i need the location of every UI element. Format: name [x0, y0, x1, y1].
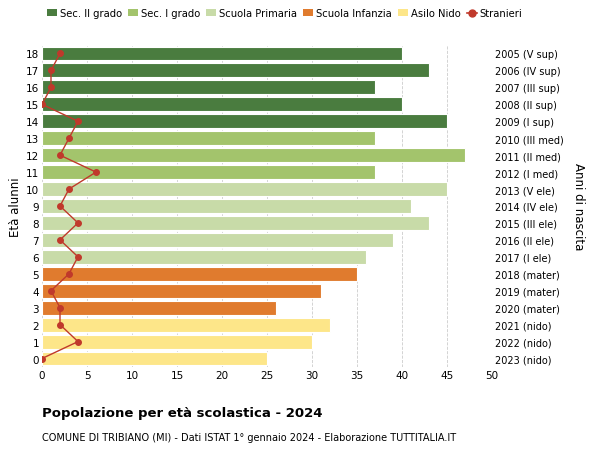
Text: Popolazione per età scolastica - 2024: Popolazione per età scolastica - 2024: [42, 406, 323, 419]
Bar: [42, 284, 321, 298]
Bar: [42, 47, 402, 62]
Bar: [42, 200, 411, 213]
Text: COMUNE DI TRIBIANO (MI) - Dati ISTAT 1° gennaio 2024 - Elaborazione TUTTITALIA.I: COMUNE DI TRIBIANO (MI) - Dati ISTAT 1° …: [42, 432, 456, 442]
Bar: [42, 166, 375, 179]
Bar: [42, 81, 375, 95]
Bar: [42, 98, 402, 112]
Bar: [42, 267, 357, 281]
Bar: [42, 183, 447, 196]
Bar: [42, 250, 366, 264]
Bar: [42, 352, 267, 366]
Bar: [42, 149, 465, 163]
Bar: [42, 335, 312, 349]
Legend: Sec. II grado, Sec. I grado, Scuola Primaria, Scuola Infanzia, Asilo Nido, Stran: Sec. II grado, Sec. I grado, Scuola Prim…: [47, 9, 523, 19]
Bar: [42, 64, 429, 78]
Bar: [42, 132, 375, 146]
Bar: [42, 318, 330, 332]
Bar: [42, 115, 447, 129]
Bar: [42, 217, 429, 230]
Y-axis label: Età alunni: Età alunni: [9, 177, 22, 236]
Y-axis label: Anni di nascita: Anni di nascita: [572, 163, 585, 250]
Bar: [42, 234, 393, 247]
Bar: [42, 301, 276, 315]
